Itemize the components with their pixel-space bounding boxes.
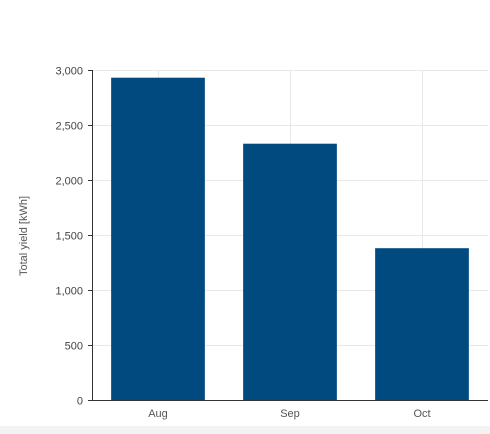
y-tick-label: 3,000 [55, 66, 83, 78]
y-tick-label: 500 [65, 341, 83, 353]
y-tick-label: 2,500 [55, 121, 83, 133]
y-axis-title: Total yield [kWh] [18, 196, 30, 276]
y-tick-label: 1,500 [55, 231, 83, 243]
x-tick-label: Aug [148, 408, 168, 420]
axis-layer [88, 70, 488, 401]
y-tick-label: 0 [77, 396, 83, 408]
y-tick-label: 1,000 [55, 286, 83, 298]
x-tick-label: Oct [413, 408, 430, 420]
bar-oct[interactable] [375, 248, 469, 400]
bar-sep[interactable] [243, 143, 337, 400]
bottom-strip [0, 426, 490, 434]
y-tick-labels: 0 500 1,000 1,500 2,000 2,500 3,000 [55, 66, 83, 408]
bar-layer [111, 77, 469, 400]
x-tick-labels: Aug Sep Oct [148, 408, 430, 420]
bar-aug[interactable] [111, 77, 205, 400]
x-tick-label: Sep [280, 408, 300, 420]
y-tick-label: 2,000 [55, 176, 83, 188]
